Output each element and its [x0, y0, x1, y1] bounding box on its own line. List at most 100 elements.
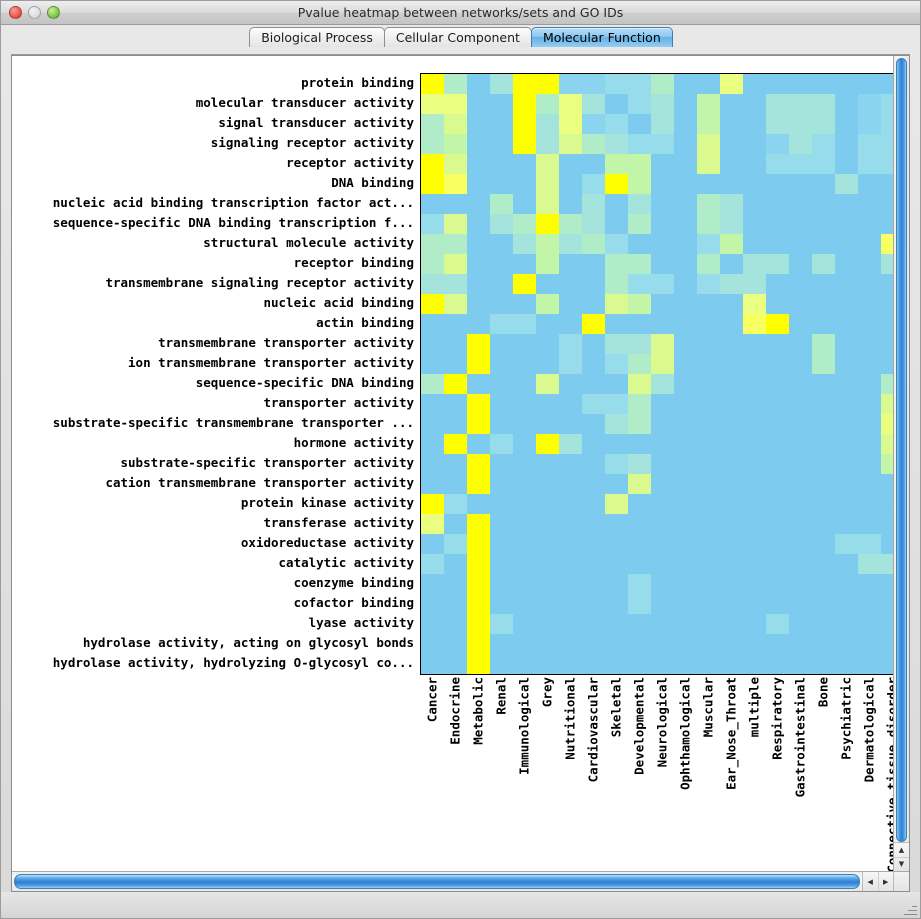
heatmap-cell[interactable]	[858, 194, 881, 214]
heatmap-cell[interactable]	[444, 374, 467, 394]
heatmap-cell[interactable]	[513, 594, 536, 614]
heatmap-cell[interactable]	[674, 394, 697, 414]
heatmap-cell[interactable]	[812, 514, 835, 534]
heatmap-cell[interactable]	[651, 274, 674, 294]
heatmap-cell[interactable]	[651, 334, 674, 354]
heatmap-cell[interactable]	[628, 634, 651, 654]
heatmap-cell[interactable]	[467, 214, 490, 234]
heatmap-cell[interactable]	[835, 374, 858, 394]
heatmap-cell[interactable]	[536, 174, 559, 194]
heatmap-cell[interactable]	[789, 594, 812, 614]
heatmap-cell[interactable]	[881, 594, 893, 614]
heatmap-cell[interactable]	[697, 594, 720, 614]
heatmap-cell[interactable]	[628, 134, 651, 154]
heatmap-cell[interactable]	[812, 354, 835, 374]
heatmap-cell[interactable]	[858, 554, 881, 574]
heatmap-cell[interactable]	[559, 154, 582, 174]
heatmap-cell[interactable]	[444, 614, 467, 634]
heatmap-cell[interactable]	[697, 454, 720, 474]
heatmap-cell[interactable]	[674, 234, 697, 254]
heatmap-cell[interactable]	[628, 194, 651, 214]
heatmap-cell[interactable]	[467, 654, 490, 674]
heatmap-cell[interactable]	[651, 414, 674, 434]
heatmap-cell[interactable]	[881, 294, 893, 314]
heatmap-cell[interactable]	[444, 354, 467, 374]
heatmap-cell[interactable]	[605, 414, 628, 434]
heatmap-cell[interactable]	[490, 554, 513, 574]
heatmap-cell[interactable]	[651, 114, 674, 134]
heatmap-cell[interactable]	[444, 134, 467, 154]
heatmap-cell[interactable]	[697, 94, 720, 114]
heatmap-cell[interactable]	[812, 294, 835, 314]
heatmap-cell[interactable]	[444, 174, 467, 194]
heatmap-cell[interactable]	[812, 134, 835, 154]
heatmap-cell[interactable]	[628, 154, 651, 174]
heatmap-cell[interactable]	[421, 574, 444, 594]
heatmap-cell[interactable]	[697, 114, 720, 134]
heatmap-cell[interactable]	[421, 154, 444, 174]
heatmap-cell[interactable]	[651, 74, 674, 94]
heatmap-cell[interactable]	[513, 214, 536, 234]
heatmap-cell[interactable]	[766, 474, 789, 494]
heatmap-cell[interactable]	[720, 114, 743, 134]
heatmap-cell[interactable]	[559, 74, 582, 94]
heatmap-cell[interactable]	[789, 114, 812, 134]
heatmap-cell[interactable]	[490, 574, 513, 594]
heatmap-cell[interactable]	[858, 594, 881, 614]
heatmap-cell[interactable]	[582, 594, 605, 614]
heatmap-cell[interactable]	[421, 234, 444, 254]
heatmap-cell[interactable]	[582, 374, 605, 394]
heatmap-cell[interactable]	[743, 654, 766, 674]
heatmap-cell[interactable]	[789, 374, 812, 394]
heatmap-cell[interactable]	[605, 194, 628, 214]
heatmap-cell[interactable]	[743, 334, 766, 354]
heatmap-cell[interactable]	[421, 314, 444, 334]
heatmap-cell[interactable]	[536, 94, 559, 114]
heatmap-cell[interactable]	[674, 434, 697, 454]
heatmap-cell[interactable]	[858, 654, 881, 674]
heatmap-cell[interactable]	[697, 174, 720, 194]
heatmap-cell[interactable]	[605, 434, 628, 454]
heatmap-cell[interactable]	[513, 354, 536, 374]
heatmap-cell[interactable]	[421, 134, 444, 154]
heatmap-cell[interactable]	[536, 294, 559, 314]
heatmap-cell[interactable]	[766, 654, 789, 674]
heatmap-cell[interactable]	[674, 634, 697, 654]
heatmap-cell[interactable]	[536, 354, 559, 374]
heatmap-cell[interactable]	[536, 334, 559, 354]
heatmap-cell[interactable]	[789, 314, 812, 334]
heatmap-cell[interactable]	[605, 394, 628, 414]
heatmap-cell[interactable]	[835, 654, 858, 674]
heatmap-cell[interactable]	[444, 274, 467, 294]
heatmap-cell[interactable]	[881, 134, 893, 154]
heatmap-cell[interactable]	[559, 614, 582, 634]
heatmap-cell[interactable]	[605, 254, 628, 274]
horizontal-scrollbar[interactable]: ◀ ▶	[12, 871, 909, 891]
heatmap-cell[interactable]	[789, 394, 812, 414]
heatmap-cell[interactable]	[674, 134, 697, 154]
heatmap-cell[interactable]	[559, 314, 582, 334]
heatmap-cell[interactable]	[605, 474, 628, 494]
heatmap-cell[interactable]	[582, 354, 605, 374]
heatmap-cell[interactable]	[582, 334, 605, 354]
heatmap-cell[interactable]	[858, 614, 881, 634]
heatmap-cell[interactable]	[421, 654, 444, 674]
heatmap-cell[interactable]	[674, 654, 697, 674]
heatmap-cell[interactable]	[467, 594, 490, 614]
heatmap-cell[interactable]	[605, 614, 628, 634]
heatmap-cell[interactable]	[858, 214, 881, 234]
heatmap-cell[interactable]	[536, 154, 559, 174]
heatmap-cell[interactable]	[720, 214, 743, 234]
heatmap-cell[interactable]	[444, 314, 467, 334]
heatmap-cell[interactable]	[651, 254, 674, 274]
resize-grip-icon[interactable]	[903, 902, 917, 916]
heatmap-cell[interactable]	[490, 134, 513, 154]
heatmap-cell[interactable]	[743, 394, 766, 414]
heatmap-cell[interactable]	[559, 474, 582, 494]
heatmap-cell[interactable]	[743, 574, 766, 594]
heatmap-cell[interactable]	[674, 314, 697, 334]
heatmap-cell[interactable]	[812, 434, 835, 454]
heatmap-cell[interactable]	[582, 254, 605, 274]
heatmap-cell[interactable]	[628, 174, 651, 194]
heatmap-cell[interactable]	[881, 154, 893, 174]
